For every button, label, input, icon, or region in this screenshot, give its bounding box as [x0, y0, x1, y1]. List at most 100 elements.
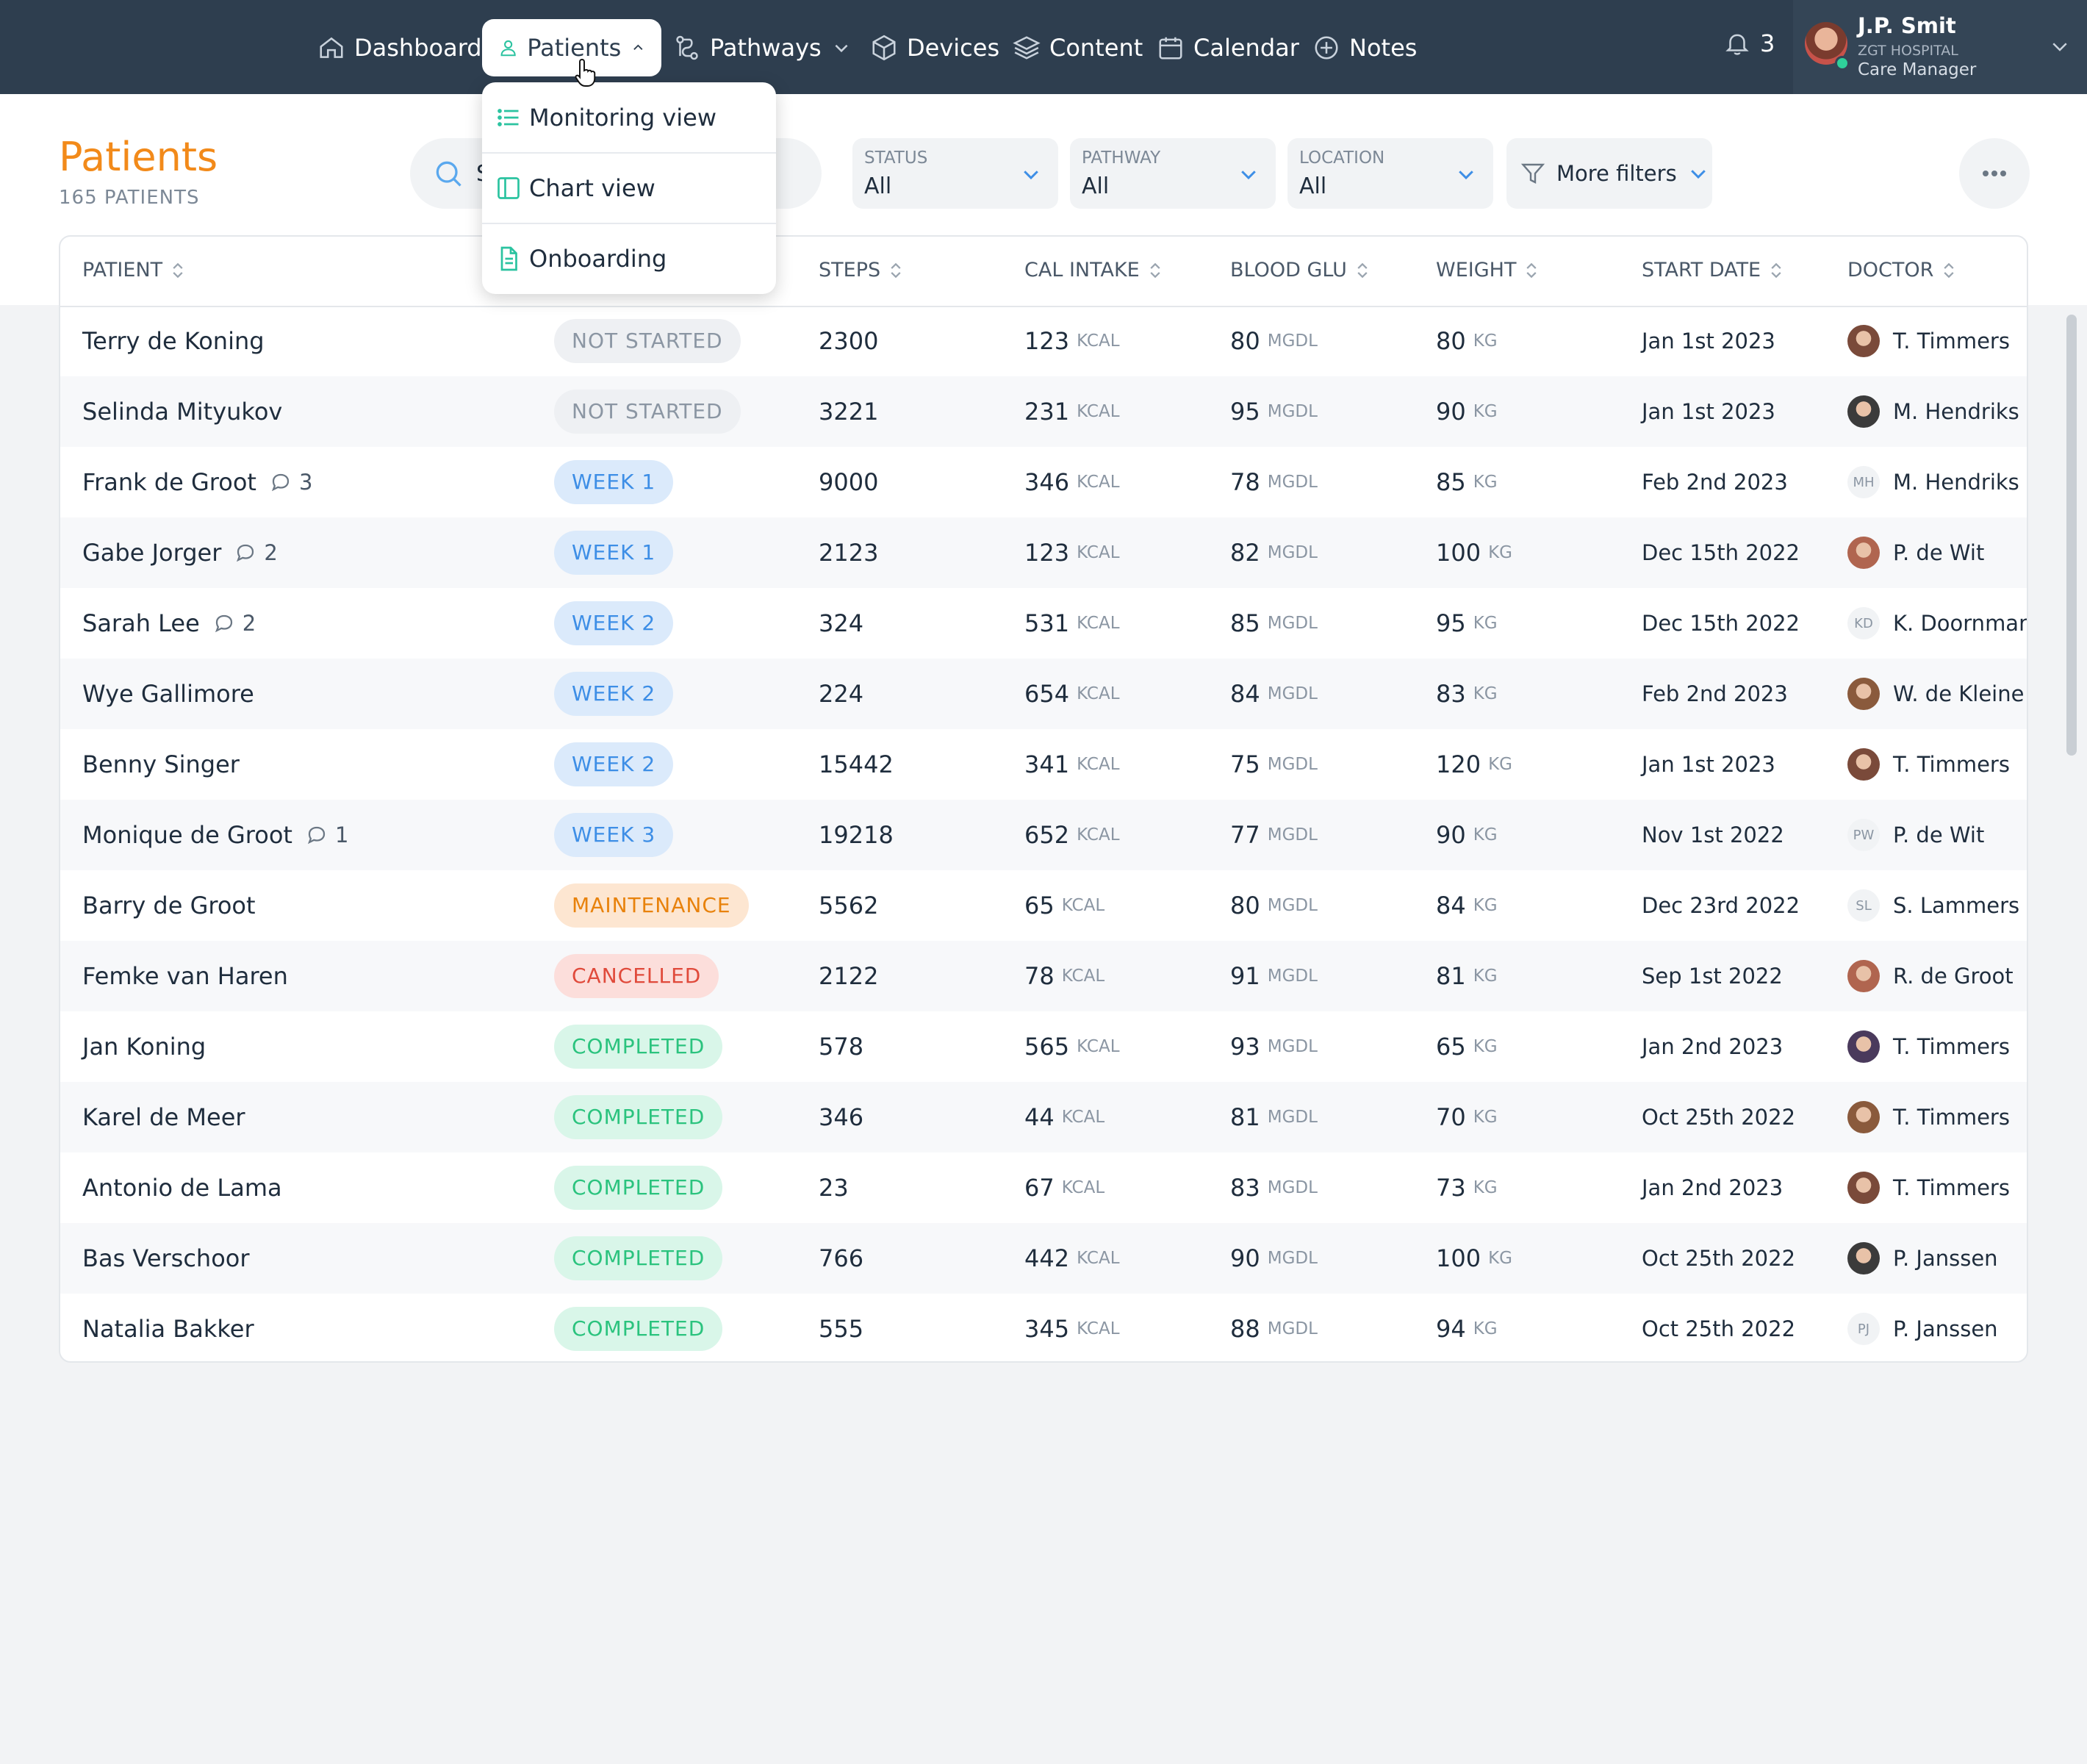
patient-name[interactable]: Sarah Lee	[82, 609, 200, 637]
table-row[interactable]: Terry de Koning NOT STARTED 2300 123 KCAL 80 M…	[60, 306, 2027, 376]
blood-glu-cell: 77 MGDL	[1230, 800, 1318, 870]
status-filter[interactable]: STATUS All	[852, 138, 1058, 209]
patient-name[interactable]: Barry de Groot	[82, 892, 256, 919]
patient-name[interactable]: Jan Koning	[82, 1033, 206, 1061]
menu-item-chart-view[interactable]: Chart view	[482, 153, 776, 223]
patient-name[interactable]: Selinda Mityukov	[82, 398, 283, 426]
comment-count-value: 2	[264, 540, 278, 565]
chevron-down-icon[interactable]	[2049, 35, 2071, 57]
patient-name[interactable]: Natalia Bakker	[82, 1315, 254, 1343]
weight-cell: 120 KG	[1436, 729, 1512, 800]
doctor-cell: PJ P. Janssen	[1847, 1294, 1998, 1361]
column-label: BLOOD GLU	[1230, 259, 1347, 282]
table-row[interactable]: Natalia Bakker COMPLETED 555 345 KCAL 88 MGDL 9…	[60, 1294, 2027, 1361]
patient-name[interactable]: Antonio de Lama	[82, 1174, 282, 1202]
nav-patients[interactable]: Patients	[482, 19, 661, 76]
patient-name[interactable]: Monique de Groot	[82, 821, 292, 849]
weight-unit: KG	[1473, 967, 1498, 986]
column-header-steps[interactable]: STEPS	[819, 259, 902, 282]
column-header-cal-intake[interactable]: CAL INTAKE	[1024, 259, 1162, 282]
patient-name[interactable]: Frank de Groot	[82, 468, 256, 496]
weight-unit: KG	[1473, 331, 1498, 351]
patient-name[interactable]: Femke van Haren	[82, 962, 288, 990]
pathway-filter[interactable]: PATHWAY All	[1070, 138, 1276, 209]
patient-name[interactable]: Wye Gallimore	[82, 680, 254, 708]
sort-icon	[173, 262, 183, 278]
column-header-weight[interactable]: WEIGHT	[1436, 259, 1538, 282]
table-row[interactable]: Jan Koning COMPLETED 578 565 KCAL 93 MGDL 65 KG J…	[60, 1011, 2027, 1082]
more-options-button[interactable]	[1959, 138, 2030, 209]
column-header-start-date[interactable]: START DATE	[1642, 259, 1783, 282]
menu-item-monitoring-view[interactable]: Monitoring view	[482, 82, 776, 153]
cal-intake-value: 44	[1024, 1103, 1055, 1131]
table-header: PATIENT STEPS CAL INTAKE BLOOD GLU WEIGH…	[60, 237, 2027, 307]
status-cell: COMPLETED	[554, 1082, 723, 1152]
weight-unit: KG	[1473, 1108, 1498, 1127]
weight-value: 80	[1436, 327, 1466, 355]
start-date-cell: Oct 25th 2022	[1642, 1105, 1796, 1130]
glu-unit: MGDL	[1267, 896, 1318, 915]
menu-item-onboarding[interactable]: Onboarding	[482, 223, 776, 294]
status-badge: WEEK 3	[554, 813, 674, 857]
more-filters-button[interactable]: More filters	[1506, 138, 1712, 209]
nav-calendar[interactable]: Calendar	[1157, 19, 1299, 76]
table-row[interactable]: Karel de Meer COMPLETED 346 44 KCAL 81 MGDL 70 K…	[60, 1082, 2027, 1152]
nav-pathways[interactable]: Pathways	[673, 19, 851, 76]
table-row[interactable]: Frank de Groot 3 WEEK 1 9000 346 KCAL 78 MGDL 85…	[60, 447, 2027, 517]
column-header-blood-glu[interactable]: BLOOD GLU	[1230, 259, 1369, 282]
table-row[interactable]: Gabe Jorger 2 WEEK 1 2123 123 KCAL 82 MGDL 100 KG…	[60, 517, 2027, 588]
weight-value: 90	[1436, 821, 1466, 849]
notifications-button[interactable]: 3	[1723, 29, 1775, 57]
patient-name[interactable]: Benny Singer	[82, 750, 240, 778]
plus-circle-icon	[1315, 36, 1338, 60]
comment-count[interactable]: 3	[270, 470, 312, 495]
doctor-name: K. Doornman	[1893, 611, 2028, 636]
steps-cell: 9000	[819, 468, 879, 496]
blood-glu-value: 95	[1230, 398, 1260, 426]
doctor-avatar	[1847, 1242, 1880, 1274]
doctor-name: T. Timmers	[1893, 1034, 2010, 1059]
location-filter[interactable]: LOCATION All	[1287, 138, 1493, 209]
status-badge: WEEK 2	[554, 672, 674, 716]
nav-content[interactable]: Content	[1013, 19, 1143, 76]
table-row[interactable]: Femke van Haren CANCELLED 2122 78 KCAL 91 MGDL…	[60, 941, 2027, 1011]
layers-icon	[1013, 36, 1041, 60]
patient-name[interactable]: Bas Verschoor	[82, 1244, 250, 1272]
online-status-dot	[1835, 56, 1850, 71]
patient-cell: Jan Koning	[82, 1011, 206, 1082]
patient-name[interactable]: Gabe Jorger	[82, 539, 222, 567]
status-cell: NOT STARTED	[554, 376, 741, 447]
table-row[interactable]: Sarah Lee 2 WEEK 2 324 531 KCAL 85 MGDL 95 KG Dec …	[60, 588, 2027, 659]
nav-notes[interactable]: Notes	[1312, 19, 1417, 76]
cal-unit: KCAL	[1077, 1037, 1120, 1056]
status-filter-label: STATUS	[864, 148, 928, 168]
table-row[interactable]: Benny Singer WEEK 2 15442 341 KCAL 75 MGDL 120 K…	[60, 729, 2027, 800]
status-cell: WEEK 3	[554, 800, 674, 870]
doctor-initials-avatar: MH	[1847, 466, 1880, 498]
table-row[interactable]: Bas Verschoor COMPLETED 766 442 KCAL 90 MGDL 10…	[60, 1223, 2027, 1294]
nav-devices[interactable]: Devices	[870, 19, 999, 76]
table-row[interactable]: Antonio de Lama COMPLETED 23 67 KCAL 83 MGDL 73…	[60, 1152, 2027, 1223]
panel-icon	[497, 177, 520, 199]
column-header-patient[interactable]: PATIENT	[82, 259, 184, 282]
comment-count[interactable]: 1	[306, 822, 348, 847]
bell-icon	[1725, 34, 1749, 55]
comment-count[interactable]: 2	[213, 611, 256, 636]
patient-count: 165 PATIENTS	[59, 187, 200, 209]
vertical-scrollbar[interactable]	[2066, 315, 2077, 756]
nav-dashboard[interactable]: Dashboard	[317, 19, 482, 76]
patient-cell: Antonio de Lama	[82, 1152, 282, 1223]
table-row[interactable]: Monique de Groot 1 WEEK 3 19218 652 KCAL 77 MGD…	[60, 800, 2027, 870]
user-role: Care Manager	[1858, 60, 1977, 79]
table-row[interactable]: Wye Gallimore WEEK 2 224 654 KCAL 84 MGDL 83 KG F…	[60, 659, 2027, 729]
menu-divider	[482, 152, 776, 154]
column-header-doctor[interactable]: DOCTOR	[1847, 259, 1955, 282]
table-row[interactable]: Barry de Groot MAINTENANCE 5562 65 KCAL 80 MGD…	[60, 870, 2027, 941]
weight-cell: 100 KG	[1436, 517, 1512, 588]
start-date-cell: Feb 2nd 2023	[1642, 681, 1788, 706]
patient-name[interactable]: Terry de Koning	[82, 327, 265, 355]
patient-name[interactable]: Karel de Meer	[82, 1103, 245, 1131]
comment-count[interactable]: 2	[234, 540, 278, 565]
patient-cell: Wye Gallimore	[82, 659, 254, 729]
table-row[interactable]: Selinda Mityukov NOT STARTED 3221 231 KCAL 95…	[60, 376, 2027, 447]
